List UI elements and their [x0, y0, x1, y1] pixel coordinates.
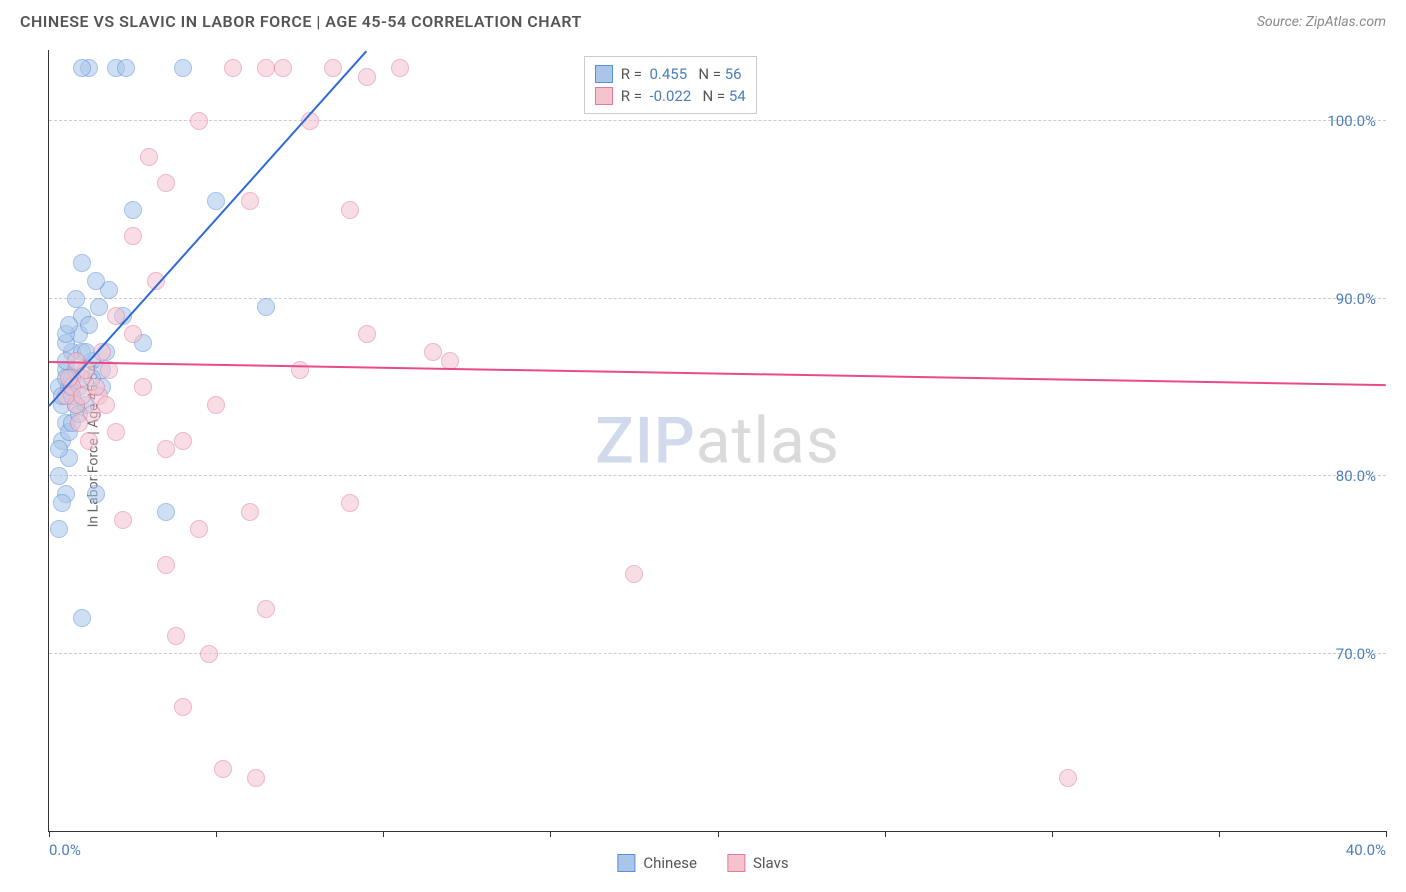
y-tick-label: 70.0%	[1336, 645, 1376, 663]
scatter-point	[80, 432, 98, 450]
scatter-point	[73, 387, 91, 405]
scatter-point	[207, 396, 225, 414]
scatter-point	[324, 59, 342, 77]
scatter-point	[87, 485, 105, 503]
gridline	[49, 120, 1386, 121]
y-tick-label: 90.0%	[1336, 290, 1376, 308]
scatter-point	[90, 298, 108, 316]
x-tick	[550, 831, 551, 837]
x-tick	[1386, 831, 1387, 837]
scatter-point	[190, 520, 208, 538]
scatter-point	[247, 769, 265, 787]
scatter-point	[341, 201, 359, 219]
trend-line	[49, 361, 1386, 386]
scatter-point	[50, 440, 68, 458]
scatter-point	[97, 396, 115, 414]
trend-line	[48, 50, 367, 406]
legend-stats-row: R = -0.022 N = 54	[595, 85, 746, 107]
legend-swatch	[727, 854, 745, 872]
scatter-point	[73, 254, 91, 272]
scatter-point	[214, 760, 232, 778]
scatter-point	[174, 698, 192, 716]
scatter-point	[124, 201, 142, 219]
header: CHINESE VS SLAVIC IN LABOR FORCE | AGE 4…	[0, 0, 1406, 39]
scatter-point	[424, 343, 442, 361]
scatter-point	[257, 59, 275, 77]
legend-item: Chinese	[617, 854, 697, 872]
scatter-point	[157, 174, 175, 192]
gridline	[49, 653, 1386, 654]
scatter-point	[157, 440, 175, 458]
scatter-point	[134, 378, 152, 396]
scatter-point	[80, 316, 98, 334]
scatter-point	[124, 325, 142, 343]
scatter-point	[1059, 769, 1077, 787]
scatter-point	[257, 600, 275, 618]
scatter-point	[167, 627, 185, 645]
legend-stats-row: R = 0.455 N = 56	[595, 63, 746, 85]
scatter-point	[67, 290, 85, 308]
scatter-point	[257, 298, 275, 316]
scatter-point	[140, 148, 158, 166]
scatter-point	[200, 645, 218, 663]
x-tick	[885, 831, 886, 837]
scatter-point	[73, 59, 91, 77]
scatter-point	[70, 414, 88, 432]
scatter-point	[174, 59, 192, 77]
legend-bottom: Chinese Slavs	[617, 854, 788, 872]
scatter-point	[241, 192, 259, 210]
scatter-point	[50, 520, 68, 538]
scatter-point	[625, 565, 643, 583]
scatter-point	[358, 68, 376, 86]
scatter-point	[157, 556, 175, 574]
x-tick	[1052, 831, 1053, 837]
x-tick	[718, 831, 719, 837]
legend-stats: R = 0.455 N = 56 R = -0.022 N = 54	[584, 56, 757, 114]
gridline	[49, 298, 1386, 299]
y-tick-label: 100.0%	[1327, 112, 1376, 130]
scatter-point	[207, 192, 225, 210]
legend-item: Slavs	[727, 854, 789, 872]
scatter-point	[114, 511, 132, 529]
scatter-point	[53, 494, 71, 512]
scatter-point	[117, 59, 135, 77]
watermark-atlas: atlas	[696, 403, 840, 478]
watermark-zip: ZIP	[595, 403, 696, 478]
legend-swatch	[595, 65, 613, 83]
source-label: Source: ZipAtlas.com	[1257, 14, 1386, 30]
scatter-point	[107, 423, 125, 441]
scatter-point	[87, 272, 105, 290]
chart-title: CHINESE VS SLAVIC IN LABOR FORCE | AGE 4…	[20, 12, 582, 31]
scatter-point	[73, 609, 91, 627]
legend-swatch	[595, 87, 613, 105]
x-tick-label: 40.0%	[1346, 841, 1386, 859]
scatter-point	[50, 467, 68, 485]
scatter-point	[291, 361, 309, 379]
scatter-point	[157, 503, 175, 521]
scatter-point	[124, 227, 142, 245]
scatter-point	[274, 59, 292, 77]
scatter-point	[60, 316, 78, 334]
legend-label: Slavs	[753, 854, 789, 872]
x-tick	[1219, 831, 1220, 837]
y-tick-label: 80.0%	[1336, 467, 1376, 485]
watermark: ZIPatlas	[595, 403, 840, 478]
scatter-point	[224, 59, 242, 77]
x-tick	[383, 831, 384, 837]
x-tick	[216, 831, 217, 837]
legend-label: Chinese	[643, 854, 697, 872]
scatter-point	[341, 494, 359, 512]
scatter-point	[241, 503, 259, 521]
scatter-point	[190, 112, 208, 130]
legend-stats-text: R = 0.455 N = 56	[621, 65, 742, 83]
chart-plot-area: ZIPatlas 70.0%80.0%90.0%100.0%0.0%40.0%R…	[48, 50, 1386, 832]
scatter-point	[174, 432, 192, 450]
scatter-point	[391, 59, 409, 77]
x-tick	[49, 831, 50, 837]
legend-swatch	[617, 854, 635, 872]
scatter-point	[358, 325, 376, 343]
x-tick-label: 0.0%	[49, 841, 81, 859]
legend-stats-text: R = -0.022 N = 54	[621, 87, 746, 105]
gridline	[49, 475, 1386, 476]
